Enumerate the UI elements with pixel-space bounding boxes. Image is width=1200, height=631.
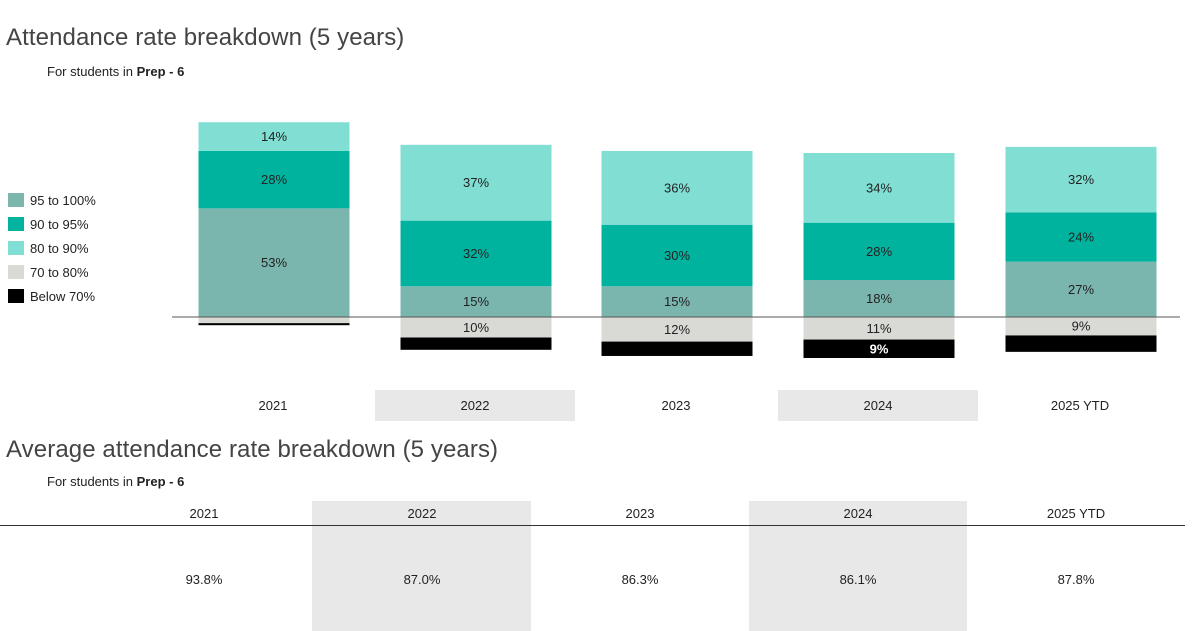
bar-segment-2023-90-to-95 [601,224,753,287]
bar-segment-2023-below-70 [601,341,753,356]
chart-subtitle: For students in Prep - 6 [47,64,184,79]
legend-label: 70 to 80% [30,264,89,280]
legend-swatch [8,217,24,231]
data-label-2024-90-to-95: 28% [866,244,892,259]
table-header-2025-ytd: 2025 YTD [1046,506,1106,521]
chart-title: Attendance rate breakdown (5 years) [6,24,405,51]
bar-segment-2025-ytd-90-to-95 [1005,212,1157,262]
bar-segment-2025-ytd-70-to-80 [1005,317,1157,336]
data-label-2022-80-to-90: 37% [463,175,489,190]
data-label-2023-95-to-100: 15% [664,294,690,309]
legend-item-below-70: Below 70% [8,284,96,308]
table-rate-2023: 86.3% [621,572,659,587]
data-label-2024-70-to-80: 11% [866,321,891,336]
bar-segment-2025-ytd-95-to-100 [1005,261,1157,317]
category-label-2025-ytd: 2025 YTD [1050,398,1110,413]
legend-swatch [8,193,24,207]
bar-segment-2022-95-to-100 [400,286,552,317]
table-header-2022: 2022 [407,506,437,521]
bar-segment-2022-80-to-90 [400,144,552,221]
category-label-2024: 2024 [863,398,893,413]
data-label-2024-below-70: 9% [870,341,889,356]
chart-subtitle-group: Prep - 6 [136,64,185,79]
table-title: Average attendance rate breakdown (5 yea… [6,436,499,463]
table-column-shade-2024 [749,501,967,631]
category-shade-2022 [375,390,575,421]
legend-item-95-to-100: 95 to 100% [8,188,96,212]
data-label-2024-80-to-90: 34% [866,180,892,195]
table-rate-2021: 93.8% [185,572,223,587]
legend-swatch [8,265,24,279]
table-header-2024: 2024 [843,506,873,521]
table-subtitle-group: Prep - 6 [136,474,185,489]
bar-segment-2022-90-to-95 [400,220,552,287]
bar-segment-2023-70-to-80 [601,317,753,342]
legend-label: 95 to 100% [30,192,96,208]
bar-segment-2024-70-to-80 [803,317,955,340]
legend-item-80-to-90: 80 to 90% [8,236,96,260]
table-header-rule [0,525,1185,526]
data-label-2023-70-to-80: 12% [664,322,690,337]
data-label-2025-ytd-70-to-80: 9% [1072,319,1091,334]
bar-segment-2024-90-to-95 [803,222,955,281]
category-label-2022: 2022 [460,398,490,413]
table-subtitle: For students in Prep - 6 [47,474,184,489]
table-rate-2025-ytd: 87.8% [1057,572,1095,587]
legend-label: 80 to 90% [30,240,89,256]
chart-legend: 95 to 100% 90 to 95% 80 to 90% 70 to 80% Bel… [8,188,96,308]
data-label-2025-ytd-90-to-95: 24% [1068,230,1094,245]
bar-segment-2024-95-to-100 [803,280,955,317]
data-label-2025-ytd-95-to-100: 27% [1068,282,1094,297]
legend-item-90-to-95: 90 to 95% [8,212,96,236]
bar-segment-2021-below-70 [198,323,350,326]
bar-segment-2025-ytd-80-to-90 [1005,146,1157,213]
data-label-2021-95-to-100: 53% [261,255,287,270]
table-subtitle-prefix: For students in [47,474,137,489]
bar-segment-2021-70-to-80 [198,317,350,324]
data-label-2022-90-to-95: 32% [463,246,489,261]
table-column-shade-2022 [312,501,531,631]
category-shade-2024 [778,390,978,421]
data-label-2021-90-to-95: 28% [261,172,287,187]
bar-segment-2021-90-to-95 [198,150,350,209]
category-label-2021: 2021 [258,398,288,413]
table-header-2023: 2023 [625,506,655,521]
bar-segment-2025-ytd-below-70 [1005,335,1157,352]
data-label-2022-70-to-80: 10% [463,320,489,335]
table-rate-2022: 87.0% [403,572,441,587]
bar-segment-2021-80-to-90 [198,122,350,151]
data-label-2025-ytd-80-to-90: 32% [1068,172,1094,187]
category-label-2023: 2023 [661,398,691,413]
legend-swatch [8,241,24,255]
bar-segment-2023-95-to-100 [601,286,753,317]
bar-segment-2023-80-to-90 [601,150,753,225]
data-label-2024-95-to-100: 18% [866,291,892,306]
data-label-2023-80-to-90: 36% [664,180,690,195]
bar-segment-2024-80-to-90 [803,153,955,223]
bar-segment-2022-below-70 [400,337,552,350]
legend-swatch [8,289,24,303]
legend-label: Below 70% [30,288,96,304]
bar-segment-2021-95-to-100 [198,208,350,317]
table-header-2021: 2021 [189,506,219,521]
legend-label: 90 to 95% [30,216,89,232]
data-label-2023-90-to-95: 30% [664,248,690,263]
legend-item-70-to-80: 70 to 80% [8,260,96,284]
bar-segment-2022-70-to-80 [400,317,552,338]
data-label-2022-95-to-100: 15% [463,294,489,309]
data-label-2021-80-to-90: 14% [261,129,287,144]
bar-segment-2024-below-70 [803,339,955,358]
table-rate-2024: 86.1% [839,572,877,587]
chart-subtitle-prefix: For students in [47,64,137,79]
attendance-stacked-bar-chart: 53% 28% 14% 15% 32% 37% 10% 15% 30% 36% 12% 18% 28% 3… [172,122,1180,358]
